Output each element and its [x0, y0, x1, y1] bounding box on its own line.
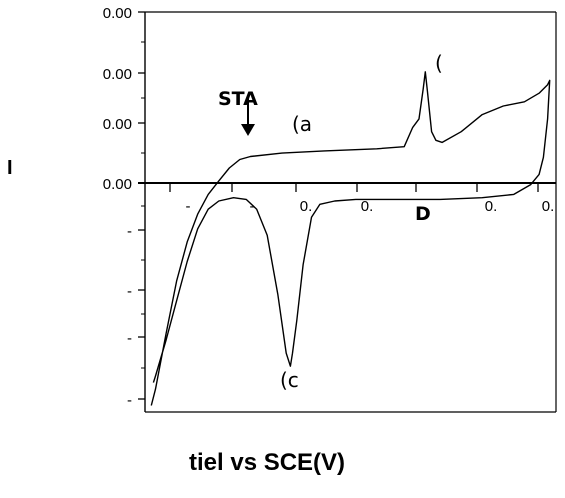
annotations-layer: STA (a ( (c D	[218, 51, 443, 392]
peak-c-label: (c	[280, 368, 299, 392]
series-layer	[150, 71, 551, 406]
y-tick-label: -	[127, 223, 132, 240]
y-tick-label: -	[127, 330, 132, 347]
x-tick-label: -	[250, 198, 255, 215]
peak-a-label: (a	[292, 112, 312, 136]
y-tick-label: -	[127, 283, 132, 300]
x-tick-label: -	[186, 198, 191, 215]
start-label: STA	[218, 88, 258, 110]
x-tick-label: 0.	[361, 198, 374, 215]
y-tick-label: 0.00	[103, 66, 132, 83]
start-marker	[241, 99, 255, 136]
y-tick-label: 0.00	[103, 5, 132, 22]
y-tick-label: 0.00	[103, 116, 132, 133]
start-arrow-head	[241, 124, 255, 136]
axis-fragment-label: D	[415, 203, 431, 225]
y-axis-ticks: 0.00 0.00 0.00 0.00 - - - -	[103, 5, 145, 409]
cv-curve	[150, 71, 551, 406]
y-axis-label: I	[7, 157, 13, 179]
x-tick-label: 0.	[300, 198, 313, 215]
y-tick-label: -	[127, 392, 132, 409]
x-tick-label: 0.	[542, 198, 555, 215]
x-axis-ticks: - - 0. 0. 0. 0.	[169, 183, 555, 215]
x-axis-label: tiel vs SCE(V)	[189, 449, 345, 476]
plot-frame	[138, 11, 557, 413]
upper-paren-label: (	[435, 51, 443, 75]
y-tick-label: 0.00	[103, 176, 132, 193]
x-tick-label: 0.	[485, 198, 498, 215]
